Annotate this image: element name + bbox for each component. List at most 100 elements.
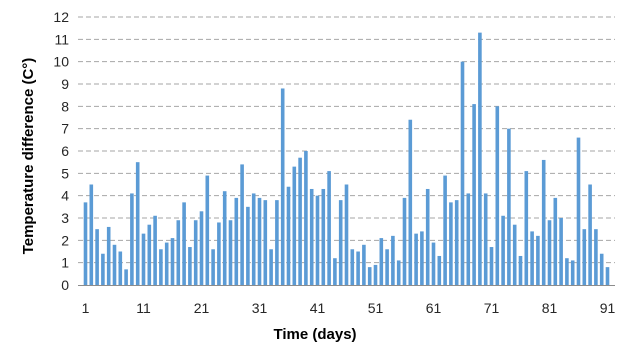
- bar-day-20: [193, 220, 198, 285]
- bar-day-77: [524, 171, 529, 285]
- y-tick-label: 12: [53, 9, 69, 25]
- bar-day-86: [576, 137, 581, 285]
- bar-day-35: [280, 88, 285, 285]
- bar-day-1: [83, 202, 88, 285]
- bar-day-3: [95, 229, 99, 285]
- bar-day-8: [124, 269, 128, 285]
- y-tick-label: 7: [61, 121, 69, 137]
- bar-day-5: [106, 226, 111, 285]
- bar-day-53: [385, 249, 389, 285]
- bar-day-73: [501, 215, 505, 285]
- bar-day-24: [217, 222, 221, 285]
- bar-day-89: [594, 229, 598, 285]
- x-tick-label: 91: [600, 300, 616, 316]
- bar-day-15: [164, 242, 169, 285]
- bar-day-76: [518, 255, 523, 285]
- x-tick-label: 61: [426, 300, 442, 316]
- bar-day-37: [292, 166, 297, 285]
- bar-day-70: [483, 193, 488, 285]
- bar-day-40: [309, 188, 314, 285]
- bar-day-48: [356, 251, 360, 285]
- y-tick-label: 2: [61, 232, 69, 248]
- bar-day-74: [507, 128, 511, 285]
- bar-day-82: [553, 197, 558, 285]
- bar-day-58: [414, 233, 418, 285]
- bar-day-30: [251, 193, 256, 285]
- x-tick-label: 51: [368, 300, 384, 316]
- y-tick-label: 8: [61, 98, 69, 114]
- bar-day-88: [588, 184, 592, 285]
- x-tick-label: 81: [542, 300, 558, 316]
- x-tick-label: 21: [194, 300, 210, 316]
- bar-day-61: [431, 242, 436, 285]
- bar-day-33: [269, 249, 273, 285]
- bar-day-46: [344, 184, 349, 285]
- bar-day-64: [449, 202, 453, 285]
- bar-day-2: [89, 184, 94, 285]
- x-tick-label: 1: [82, 300, 90, 316]
- bar-day-68: [472, 104, 476, 285]
- x-tick-label: 71: [484, 300, 500, 316]
- x-tick-labels: 1 11 21 31 41 51 61 71 81 91: [82, 300, 616, 316]
- bar-day-44: [333, 258, 337, 285]
- bar-day-22: [205, 175, 210, 285]
- bar-day-90: [599, 253, 604, 285]
- bar-day-12: [147, 224, 152, 285]
- bar-day-38: [298, 157, 302, 285]
- bar-day-87: [582, 229, 587, 285]
- bars: [83, 32, 610, 286]
- bar-day-59: [420, 231, 424, 285]
- y-tick-label: 0: [61, 277, 69, 293]
- y-tick-label: 5: [61, 165, 69, 181]
- bar-day-81: [547, 220, 552, 285]
- bar-day-51: [373, 264, 378, 285]
- bar-day-55: [396, 260, 401, 285]
- bar-day-63: [443, 175, 447, 285]
- bar-day-84: [565, 258, 569, 285]
- bar-day-78: [530, 231, 534, 285]
- bar-day-7: [118, 251, 123, 285]
- bar-day-41: [315, 195, 320, 285]
- bar-day-39: [304, 151, 308, 285]
- bar-day-6: [112, 244, 117, 285]
- bar-day-27: [234, 197, 239, 285]
- bar-day-85: [570, 260, 575, 285]
- bar-day-71: [489, 247, 494, 285]
- bar-day-47: [350, 249, 355, 285]
- y-tick-label: 9: [61, 76, 69, 92]
- y-tick-label: 3: [61, 210, 69, 226]
- bar-day-83: [559, 218, 563, 285]
- x-axis-title: Time (days): [273, 326, 356, 343]
- bar-day-21: [199, 211, 204, 285]
- bar-day-49: [362, 244, 366, 285]
- x-tick-label: 31: [252, 300, 268, 316]
- bar-day-57: [408, 119, 413, 285]
- bar-day-45: [338, 200, 343, 285]
- bar-day-75: [512, 224, 517, 285]
- bar-day-11: [141, 233, 146, 285]
- bar-day-50: [367, 267, 372, 285]
- y-axis-title: Temperature difference (C°): [20, 58, 37, 255]
- x-tick-label: 41: [310, 300, 326, 316]
- bar-day-79: [536, 235, 540, 285]
- bar-day-67: [466, 193, 471, 285]
- bar-day-9: [130, 193, 134, 285]
- bar-day-31: [257, 197, 262, 285]
- bar-day-52: [379, 238, 384, 285]
- bar-day-80: [541, 159, 546, 285]
- y-tick-label: 4: [61, 188, 69, 204]
- bar-day-25: [222, 191, 227, 285]
- bar-day-60: [425, 188, 430, 285]
- bar-day-65: [454, 200, 459, 285]
- bar-day-69: [478, 32, 482, 286]
- bar-day-17: [176, 220, 181, 285]
- bar-day-54: [391, 235, 395, 285]
- bar-day-56: [402, 197, 407, 285]
- bar-day-28: [240, 164, 244, 285]
- bar-day-13: [153, 215, 157, 285]
- bar-day-34: [275, 200, 279, 285]
- bar-day-29: [246, 206, 250, 285]
- bar-day-36: [286, 186, 291, 285]
- bar-day-19: [188, 247, 192, 285]
